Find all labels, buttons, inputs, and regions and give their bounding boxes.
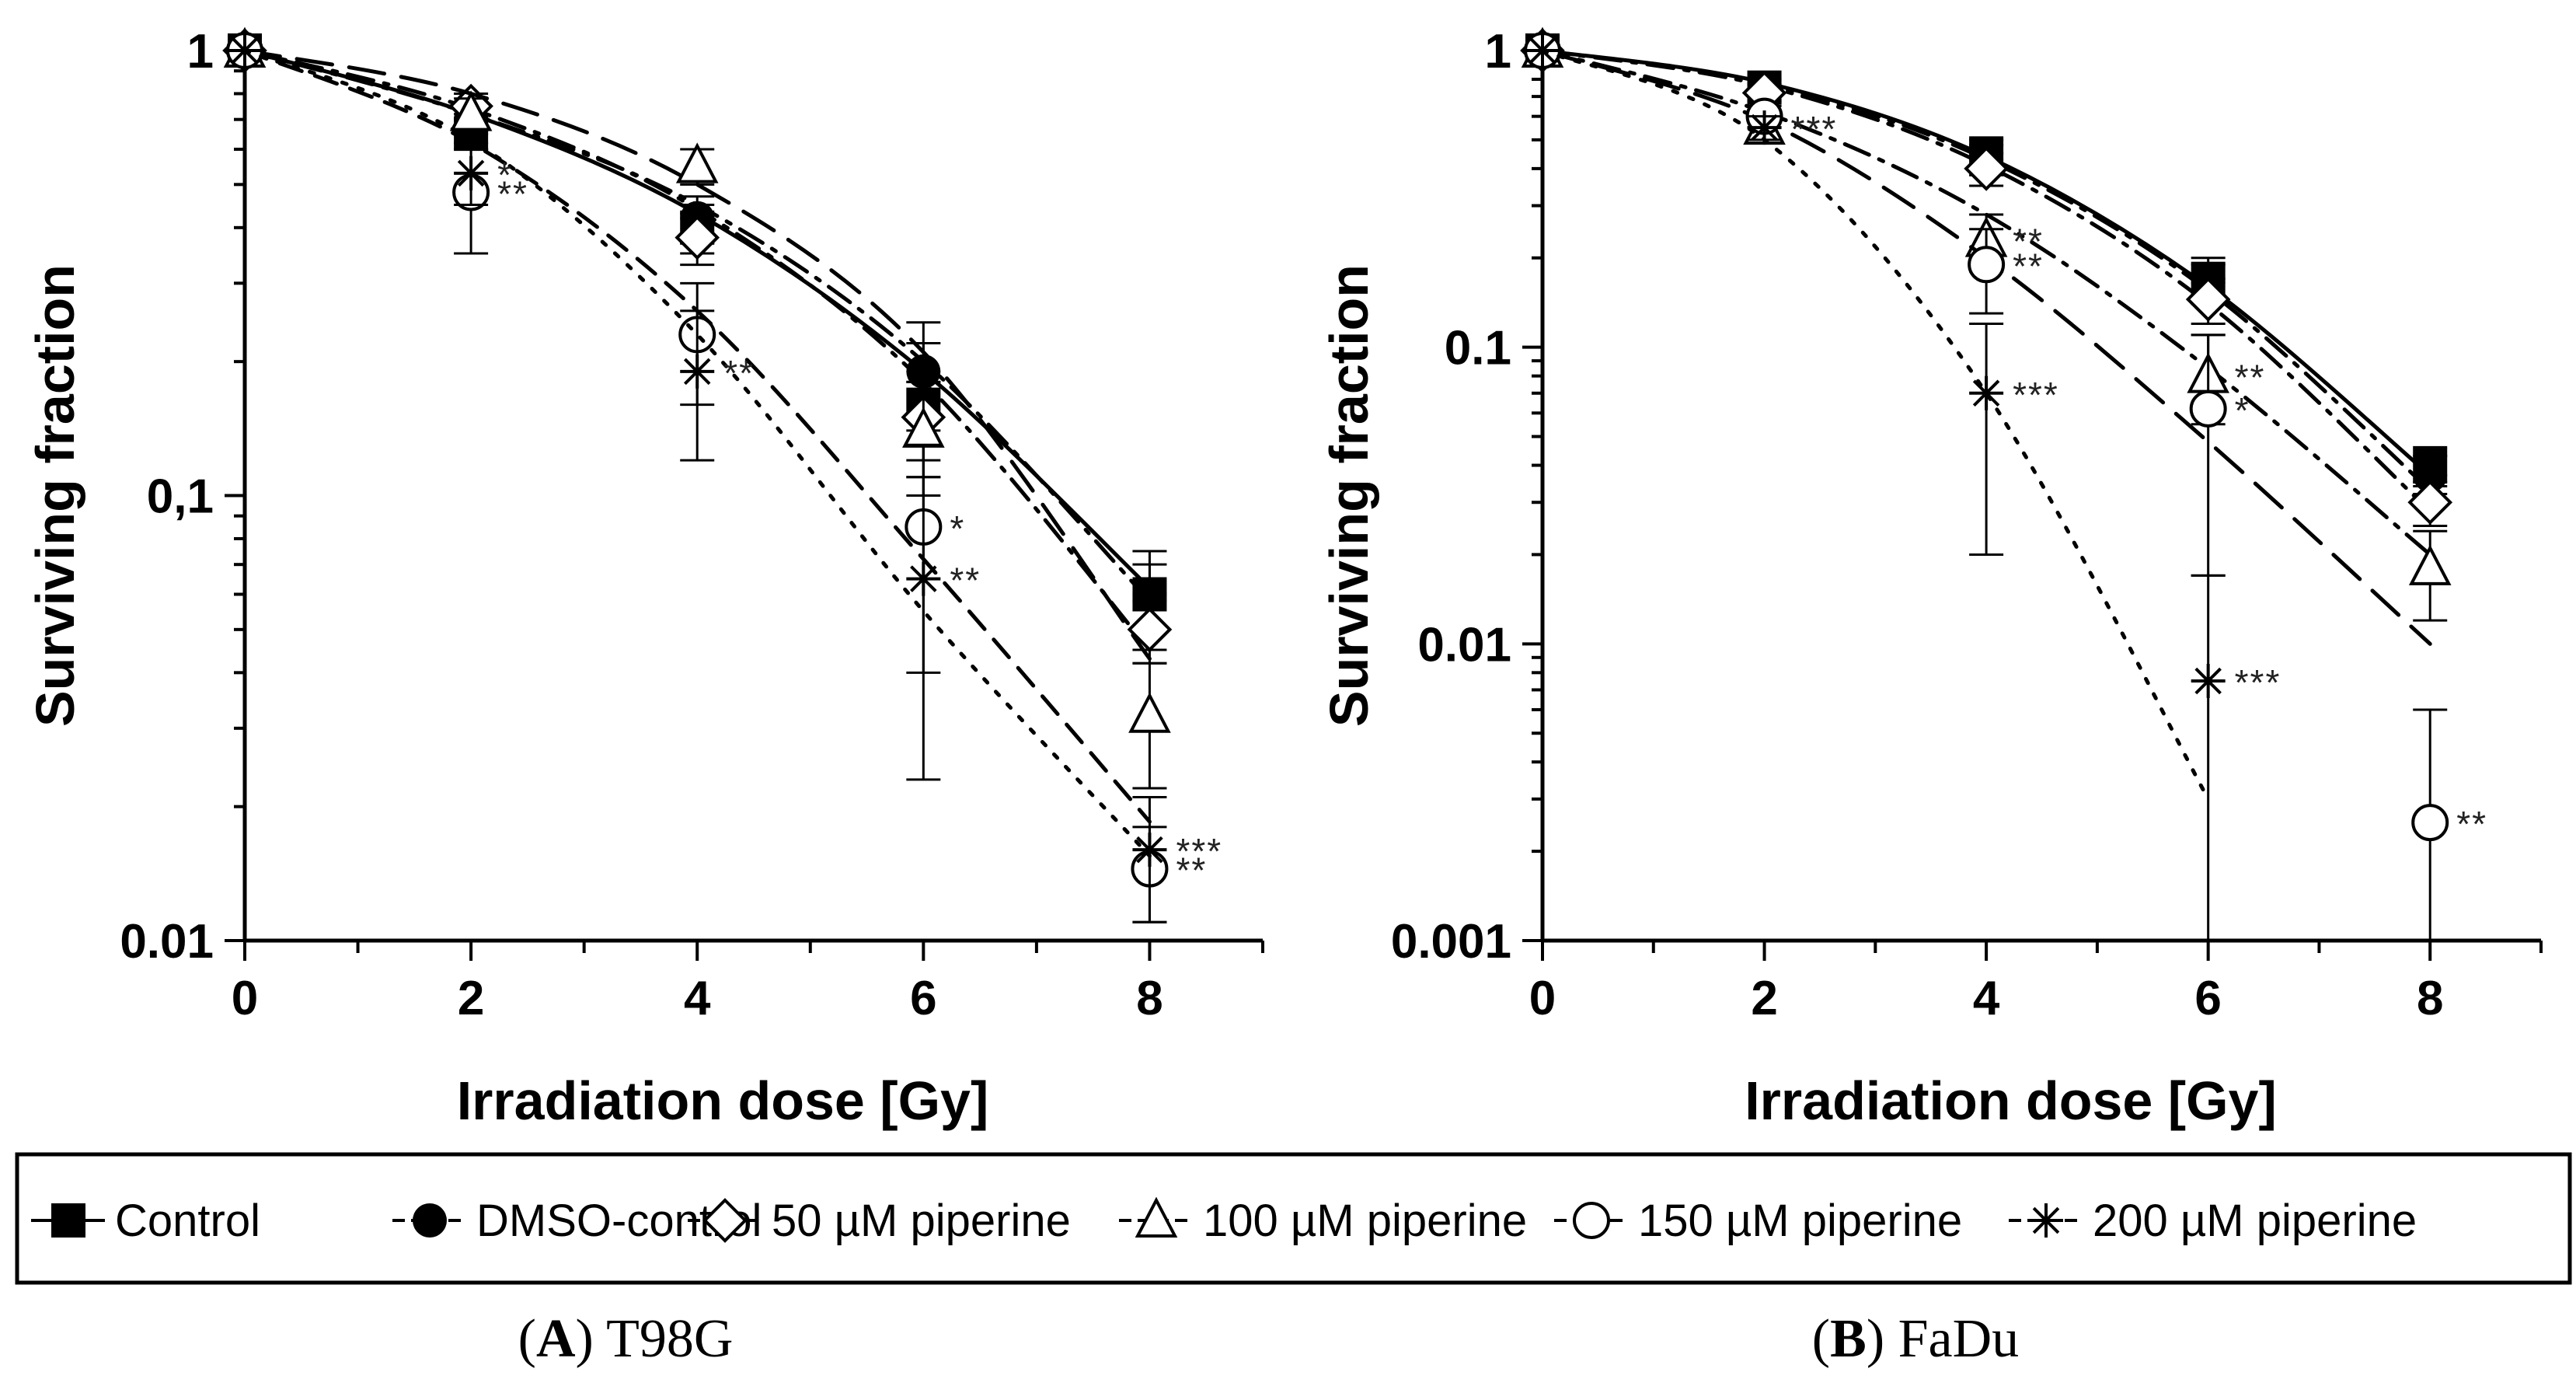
data-point-p200 [1132,833,1167,868]
legend-item-p100: 100 µM piperine [1119,1196,1527,1246]
x-tick-label: 0 [232,972,258,1025]
y-tick-label: 0.1 [1445,322,1511,375]
significance-label: *** [2235,662,2281,703]
data-point-p200 [1525,33,1560,68]
y-tick-label: 0.001 [1391,915,1511,969]
fit-line-p150 [242,48,1152,824]
x-axis-title: Irradiation dose [Gy] [457,1070,989,1131]
y-tick-label: 0.01 [120,915,214,969]
legend-item-p150: 150 µM piperine [1554,1196,1962,1246]
data-point-p50 [1964,146,2009,191]
significance-label: ** [497,173,528,214]
significance-label: ** [2013,222,2044,262]
x-tick-label: 8 [2417,972,2443,1025]
x-tick-label: 6 [910,972,936,1025]
x-tick-label: 4 [684,972,711,1025]
legend-marker-control [51,1203,85,1238]
significance-label: *** [1176,831,1222,871]
data-point-p200 [454,155,489,190]
legend-label: 100 µM piperine [1203,1196,1527,1246]
svg-text:(B) FaDu: (B) FaDu [1812,1309,2019,1369]
legend-item-p200: 200 µM piperine [2009,1196,2417,1246]
data-point-p150 [2411,804,2449,842]
significance-label: ** [2235,358,2266,398]
significance-label: ** [2456,804,2487,844]
fit-line-p100 [242,48,1152,661]
legend-label: 150 µM piperine [1638,1196,1962,1246]
significance-label: ** [2013,246,2044,286]
significance-label: *** [1791,109,1838,149]
fit-line-p50 [242,48,1152,652]
significance-label: * [497,155,513,195]
x-tick-label: 4 [1973,972,2000,1025]
legend-label: Control [115,1196,260,1246]
legend-marker-p50 [702,1198,748,1243]
data-point-p100 [449,90,493,131]
data-point-p50 [1127,607,1173,652]
legend-item-p50: 50 µM piperine [688,1196,1071,1246]
legend-marker-p200 [2029,1203,2063,1238]
y-tick-label: 0.01 [1417,618,1511,672]
significance-label: ** [950,560,981,601]
data-point-p150 [1968,246,2006,284]
data-point-p150 [2189,389,2227,428]
series-p200: ********* [1525,33,2281,941]
caption-b: (B) FaDu [1812,1309,2019,1369]
x-tick-label: 8 [1136,972,1163,1025]
y-tick-label: 1 [1485,25,1511,79]
series-p200: ******** [228,33,1222,923]
data-point-p100 [2408,544,2452,585]
legend-item-control: Control [31,1196,260,1246]
data-point-p100 [675,142,719,183]
data-point-p50 [675,215,720,260]
data-point-p200 [906,561,941,596]
y-axis-title: Surviving fraction [25,264,85,727]
data-point-dmso [2413,458,2448,493]
fit-line-p200 [242,48,1152,858]
legend: Control DMSO-control 50 µM piperine 100 µM … [15,1152,2572,1285]
legend-marker-p150 [1573,1202,1610,1239]
legend-marker-p100 [1135,1196,1178,1238]
data-point-p50 [2407,480,2453,525]
fit-line-p200 [1540,48,2211,801]
x-axis-title: Irradiation dose [Gy] [1745,1070,2277,1131]
x-tick-label: 6 [2194,972,2221,1025]
legend-label: 50 µM piperine [772,1196,1071,1246]
caption-a: (A) T98G [518,1309,734,1369]
svg-text:(A) T98G: (A) T98G [518,1309,734,1369]
y-tick-label: 1 [187,25,214,79]
significance-label: * [950,508,965,549]
data-point-dmso [1132,577,1167,612]
fit-line-p100 [1540,48,2432,557]
data-point-p200 [228,33,262,68]
data-point-p100 [1128,692,1171,733]
x-tick-label: 2 [1751,972,1777,1025]
legend-marker-dmso [413,1203,447,1238]
data-point-p50 [2185,277,2231,322]
significance-label: ** [1176,850,1207,891]
y-tick-label: 0,1 [147,470,214,524]
chart-panel-a: 0 2 4 6 8 0.01 0,1 1 Irradiation dose [Gy] Surviv… [25,25,1264,1131]
data-point-p200 [1747,110,1782,145]
data-point-p200 [1969,375,2004,410]
x-tick-label: 2 [458,972,484,1025]
significance-label: * [2235,390,2250,431]
series-p150: ***** [226,32,1207,923]
x-tick-label: 0 [1529,972,1556,1025]
significance-label: *** [2013,375,2059,415]
data-point-p200 [680,354,715,389]
legend-label: 200 µM piperine [2093,1196,2417,1246]
chart-panel-b: 0 2 4 6 8 0.001 0.01 0.1 1 Irradiation dose [Gy] S… [1319,25,2543,1131]
significance-label: ** [723,353,755,393]
y-axis-title: Surviving fraction [1319,264,1379,727]
data-point-p200 [2191,664,2226,699]
